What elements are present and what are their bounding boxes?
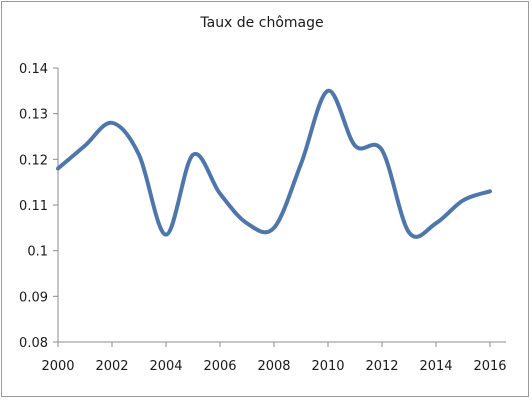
data-point: [56, 166, 60, 170]
y-tick-label: 0.08: [19, 336, 48, 351]
y-tick-label: 0.12: [19, 153, 48, 168]
x-tick-label: 2006: [203, 359, 236, 374]
x-tick-label: 2008: [257, 359, 290, 374]
data-point: [407, 230, 411, 234]
y-tick-label: 0.1: [27, 245, 48, 260]
series-group: [56, 88, 492, 239]
y-tick-label: 0.11: [19, 199, 48, 214]
x-tick-label: 2010: [311, 359, 344, 374]
axes: 0.08 0.09 0.1 0.11 0.12 0.13 0.14 2000 2002 2004 2…: [19, 62, 507, 374]
x-tick-label: 2004: [149, 359, 182, 374]
data-point: [110, 121, 114, 125]
data-point: [434, 221, 438, 225]
data-point: [461, 198, 465, 202]
data-point: [164, 233, 168, 237]
data-point: [191, 153, 195, 157]
data-point: [137, 153, 141, 157]
data-point: [218, 192, 222, 196]
data-point: [488, 189, 492, 193]
x-tick-label: 2012: [365, 359, 398, 374]
series-line-0: [56, 88, 492, 239]
data-point: [353, 144, 357, 148]
data-point: [245, 221, 249, 225]
data-point: [326, 89, 330, 93]
chart-title: Taux de chômage: [199, 15, 323, 31]
data-point: [299, 162, 303, 166]
y-tick-label: 0.13: [19, 108, 48, 123]
y-tick-label: 0.14: [19, 62, 48, 77]
x-tick-label: 2016: [473, 359, 506, 374]
y-tick-label: 0.09: [19, 290, 48, 305]
x-tick-label: 2014: [419, 359, 452, 374]
data-point: [272, 226, 276, 230]
x-tick-label: 2002: [95, 359, 128, 374]
data-point: [380, 148, 384, 152]
x-tick-label: 2000: [41, 359, 74, 374]
data-point: [83, 144, 87, 148]
